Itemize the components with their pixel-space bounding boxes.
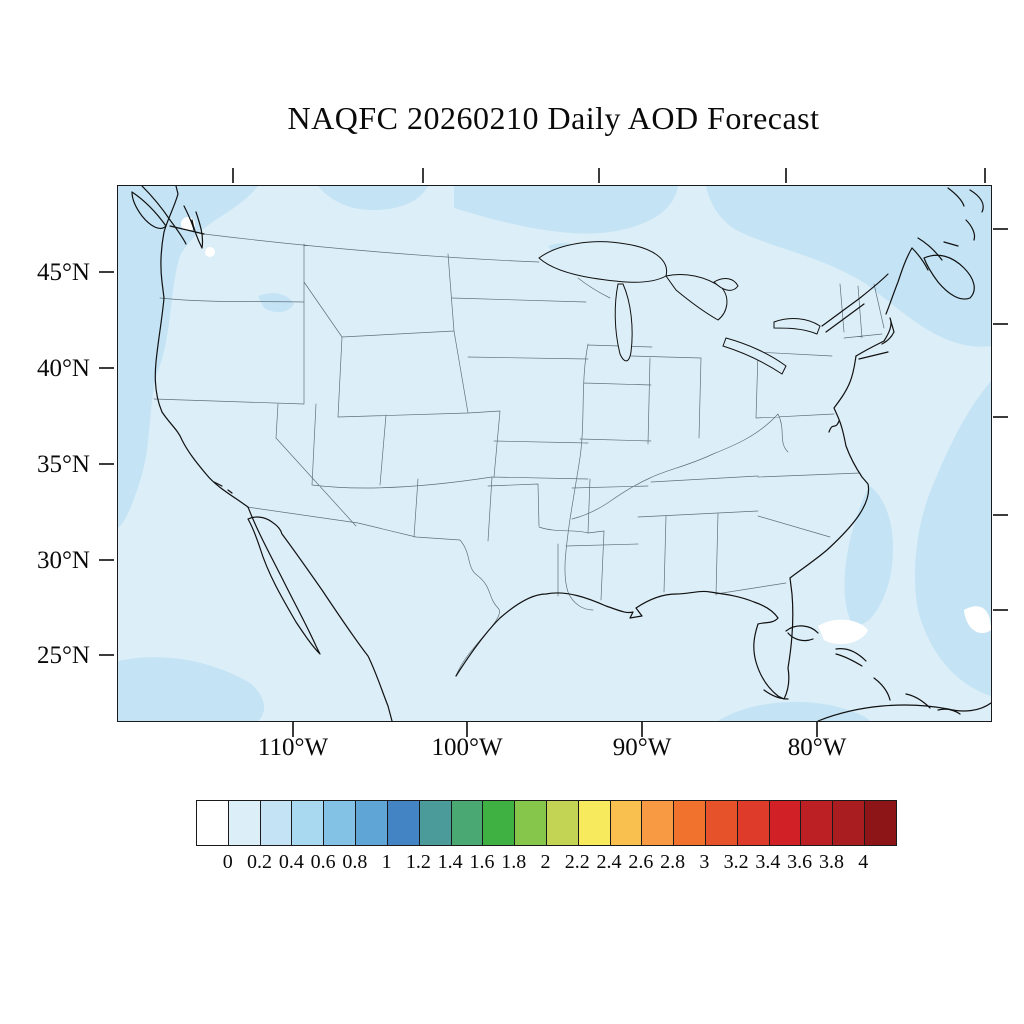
- colorbar-tick-label: 2.6: [628, 851, 654, 873]
- lat-tick-right: [993, 514, 1008, 516]
- colorbar-tick-label: 2.8: [660, 851, 686, 873]
- lon-label-110w: 110°W: [257, 734, 329, 761]
- colorbar-cell: [450, 801, 483, 845]
- map-plot-area: [117, 185, 992, 722]
- lon-tick-top: [422, 168, 424, 183]
- lon-tick-bottom: [292, 722, 294, 737]
- page-title: NAQFC 20260210 Daily AOD Forecast: [287, 100, 820, 136]
- colorbar-cell: [545, 801, 578, 845]
- lon-label-80w: 80°W: [787, 734, 847, 761]
- colorbar-cell: [800, 801, 833, 845]
- colorbar-cell: [291, 801, 324, 845]
- colorbar-labels: 0 0.2 0.4 0.6 0.8 1 1.2 1.4 1.6 1.8 2 2.2 2.4 2.6 2.8 3…: [196, 851, 895, 877]
- lon-tick-top: [598, 168, 600, 183]
- lat-label-30n: 30°N: [36, 547, 90, 574]
- colorbar-cell: [259, 801, 292, 845]
- colorbar-cell: [197, 801, 228, 845]
- colorbar-tick-label: 0.6: [310, 851, 336, 873]
- coastline-lines: [131, 186, 991, 721]
- lat-label-40n: 40°N: [36, 355, 90, 382]
- colorbar-tick-label: 2.4: [596, 851, 622, 873]
- colorbar-cell: [609, 801, 642, 845]
- lon-label-90w: 90°W: [612, 734, 672, 761]
- lon-tick-bottom: [466, 722, 468, 737]
- colorbar-tick-label: 0: [222, 851, 233, 873]
- colorbar-tick-label: 4: [858, 851, 869, 873]
- colorbar-cell: [323, 801, 356, 845]
- lon-tick-top: [785, 168, 787, 183]
- lat-tick-left: [99, 559, 114, 561]
- colorbar-cell: [227, 801, 260, 845]
- colorbar-cell: [577, 801, 610, 845]
- colorbar-tick-label: 3.2: [723, 851, 749, 873]
- colorbar-tick-label: 2.2: [564, 851, 590, 873]
- colorbar-cell: [768, 801, 801, 845]
- lat-tick-right: [993, 609, 1008, 611]
- colorbar-cell: [832, 801, 865, 845]
- lat-label-25n: 25°N: [36, 642, 90, 669]
- conus-aod-map: [118, 186, 991, 721]
- lon-tick-top: [232, 168, 234, 183]
- colorbar-tick-label: 0.2: [247, 851, 273, 873]
- colorbar-cell: [386, 801, 419, 845]
- colorbar-cell: [641, 801, 674, 845]
- colorbar-cell: [705, 801, 737, 845]
- lon-tick-bottom: [641, 722, 643, 737]
- colorbar-tick-label: 3.6: [787, 851, 813, 873]
- lat-tick-left: [99, 271, 114, 273]
- colorbar-cell: [514, 801, 546, 845]
- lat-tick-right: [993, 323, 1008, 325]
- colorbar-cell: [736, 801, 769, 845]
- colorbar-cell: [482, 801, 515, 845]
- colorbar-cell: [355, 801, 387, 845]
- lon-label-100w: 100°W: [431, 734, 503, 761]
- lat-tick-right: [993, 228, 1008, 230]
- colorbar-tick-label: 0.8: [342, 851, 368, 873]
- lat-tick-left: [99, 463, 114, 465]
- colorbar-tick-label: 1: [381, 851, 392, 873]
- colorbar-cell: [418, 801, 451, 845]
- colorbar-tick-label: 3.8: [818, 851, 844, 873]
- colorbar-tick-label: 1.6: [469, 851, 495, 873]
- great-lakes: [538, 241, 821, 375]
- colorbar-cell: [864, 801, 896, 845]
- colorbar-tick-label: 3.4: [755, 851, 781, 873]
- colorbar-tick-label: 3: [699, 851, 710, 873]
- lon-tick-bottom: [816, 722, 818, 737]
- lon-tick-top: [984, 168, 986, 183]
- colorbar-cell: [673, 801, 705, 845]
- colorbar-tick-label: 0.4: [278, 851, 304, 873]
- lat-tick-right: [993, 416, 1008, 418]
- colorbar-tick-label: 2: [540, 851, 551, 873]
- aod-field-02-04-patches: [118, 186, 991, 721]
- lat-tick-left: [99, 367, 114, 369]
- state-border-lines: [153, 233, 885, 677]
- colorbar-tick-label: 1.8: [501, 851, 527, 873]
- colorbar: [196, 800, 897, 846]
- colorbar-tick-label: 1.2: [405, 851, 431, 873]
- lat-label-45n: 45°N: [36, 259, 90, 286]
- lat-tick-left: [99, 654, 114, 656]
- colorbar-tick-label: 1.4: [437, 851, 463, 873]
- lat-label-35n: 35°N: [36, 451, 90, 478]
